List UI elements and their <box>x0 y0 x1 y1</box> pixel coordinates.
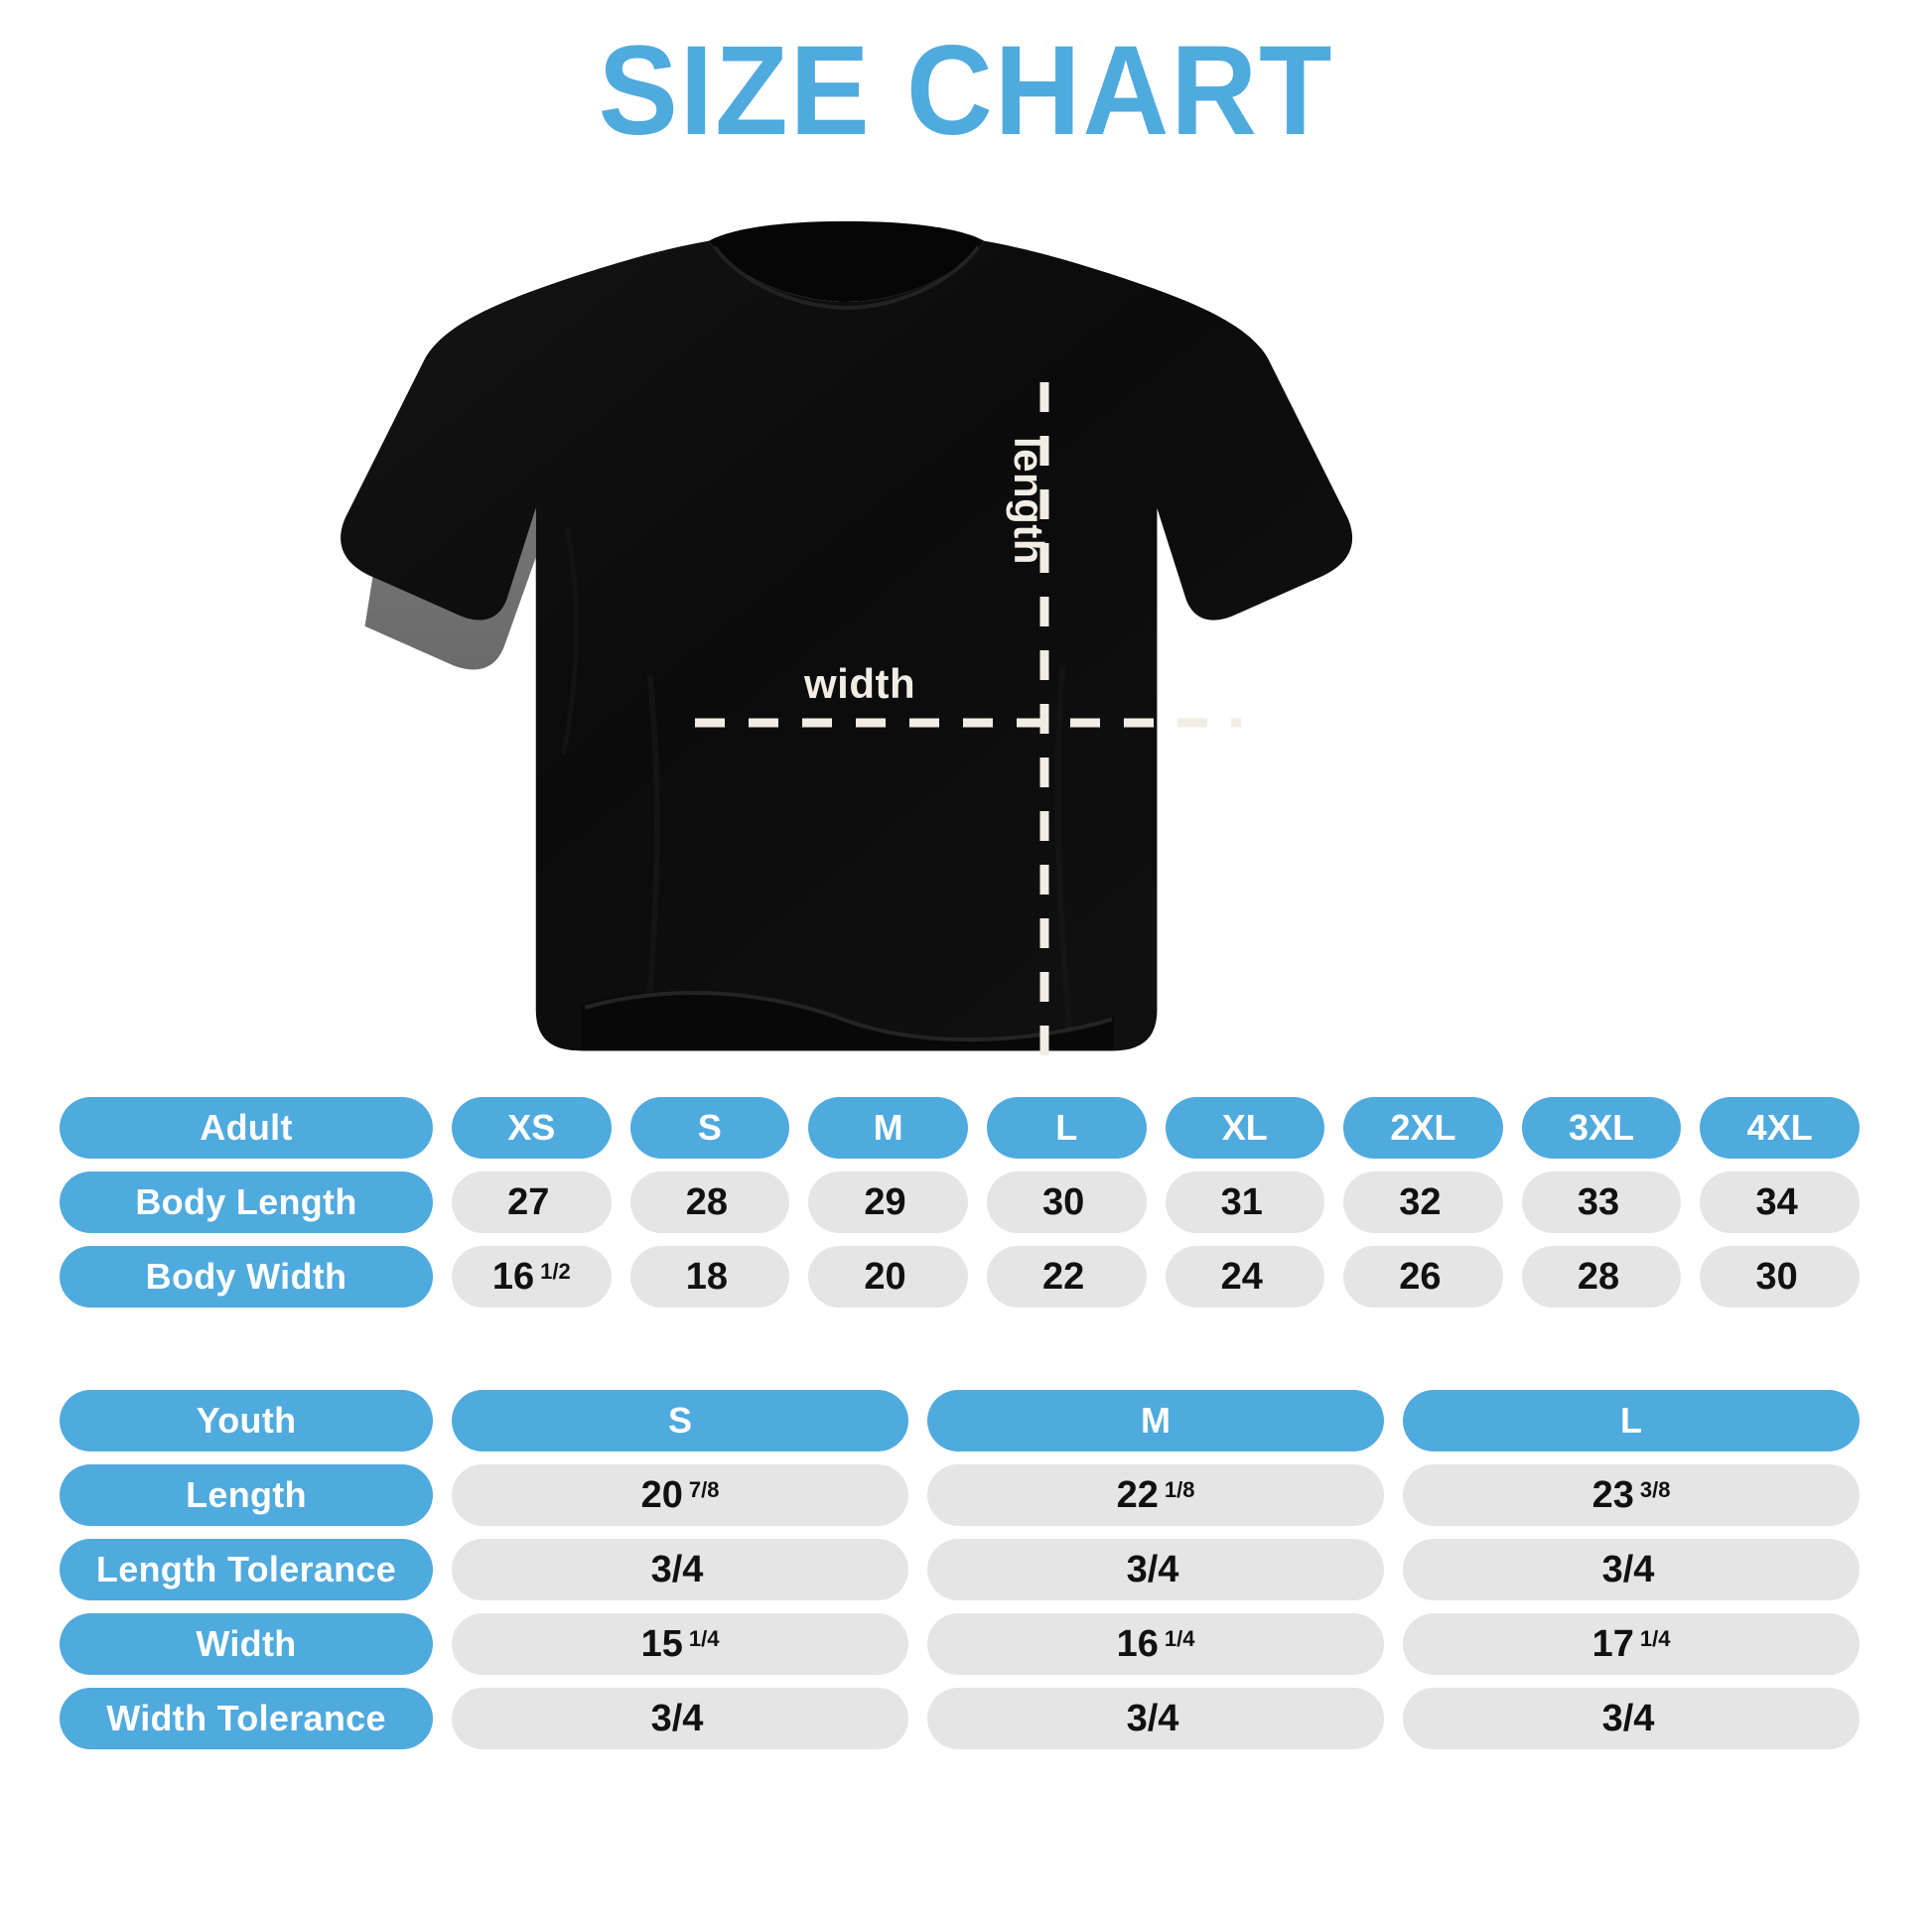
cell-value: 28 <box>1577 1255 1620 1298</box>
cell-fraction: 7/8 <box>688 1477 720 1502</box>
table-cell: 28 <box>1521 1246 1682 1308</box>
adult-row-header: Adult <box>60 1097 433 1159</box>
table-row: Length 20 7/8 22 1/8 23 3/8 <box>60 1464 1860 1526</box>
cell-fraction: 1/4 <box>688 1626 720 1651</box>
adult-body-width-label: Body Width <box>60 1246 433 1308</box>
cell-value: 3/4 <box>650 1548 704 1590</box>
youth-row-header: Youth <box>60 1390 433 1451</box>
cell-value: 20 <box>640 1473 683 1516</box>
page-title: SIZE CHART <box>598 20 1334 162</box>
cell-fraction: 1/4 <box>1639 1626 1671 1651</box>
table-cell: 32 <box>1343 1172 1503 1233</box>
cell-value: 22 <box>1042 1255 1085 1298</box>
cell-fraction: 3/8 <box>1639 1477 1671 1502</box>
table-cell: 34 <box>1700 1172 1860 1233</box>
cell-fraction: 1/2 <box>540 1259 571 1284</box>
table-cell: 22 1/8 <box>927 1464 1384 1526</box>
youth-width-tolerance-label: Width Tolerance <box>60 1688 433 1749</box>
table-cell: 17 1/4 <box>1403 1613 1860 1675</box>
cell-value: 30 <box>1042 1180 1085 1223</box>
table-cell: 31 <box>1165 1172 1325 1233</box>
tshirt-illustration: width length <box>0 174 1932 1067</box>
table-cell: 30 <box>986 1172 1147 1233</box>
cell-value: 18 <box>685 1255 729 1298</box>
cell-value: 17 <box>1591 1622 1634 1665</box>
cell-value: 26 <box>1399 1255 1442 1298</box>
cell-value: 3/4 <box>1126 1548 1179 1590</box>
table-cell: 3/4 <box>452 1539 908 1600</box>
adult-size-m: M <box>808 1097 968 1159</box>
adult-size-xl: XL <box>1165 1097 1325 1159</box>
youth-header-row: Youth S M L <box>60 1390 1860 1451</box>
youth-size-m: M <box>927 1390 1384 1451</box>
cell-value: 27 <box>507 1180 550 1223</box>
width-label: width <box>804 660 916 707</box>
table-cell: 20 7/8 <box>452 1464 908 1526</box>
adult-header-row: Adult XS S M L XL 2XL 3XL 4XL <box>60 1097 1860 1159</box>
youth-length-label: Length <box>60 1464 433 1526</box>
table-cell: 28 <box>629 1172 790 1233</box>
table-cell: 3/4 <box>452 1688 908 1749</box>
table-cell: 16 1/2 <box>452 1246 612 1308</box>
length-label: length <box>1006 437 1052 565</box>
cell-value: 24 <box>1220 1255 1263 1298</box>
table-cell: 3/4 <box>927 1539 1384 1600</box>
table-row: Body Length 27 28 29 30 31 32 33 <box>60 1172 1860 1233</box>
cell-value: 3/4 <box>1601 1548 1655 1590</box>
table-cell: 27 <box>452 1172 612 1233</box>
cell-value: 22 <box>1116 1473 1159 1516</box>
table-cell: 18 <box>629 1246 790 1308</box>
adult-body-length-label: Body Length <box>60 1172 433 1233</box>
cell-value: 33 <box>1577 1180 1620 1223</box>
youth-size-l: L <box>1403 1390 1860 1451</box>
adult-size-3xl: 3XL <box>1521 1097 1682 1159</box>
adult-size-s: S <box>629 1097 790 1159</box>
adult-size-l: L <box>986 1097 1147 1159</box>
cell-value: 15 <box>640 1622 683 1665</box>
table-cell: 3/4 <box>927 1688 1384 1749</box>
cell-value: 34 <box>1755 1180 1798 1223</box>
youth-length-tolerance-label: Length Tolerance <box>60 1539 433 1600</box>
table-row: Width 15 1/4 16 1/4 17 1/4 <box>60 1613 1860 1675</box>
adult-size-2xl: 2XL <box>1343 1097 1503 1159</box>
cell-value: 16 <box>491 1255 535 1298</box>
cell-value: 30 <box>1755 1255 1798 1298</box>
table-cell: 26 <box>1343 1246 1503 1308</box>
table-row: Length Tolerance 3/4 3/4 3/4 <box>60 1539 1860 1600</box>
table-cell: 3/4 <box>1403 1688 1860 1749</box>
youth-size-table: Youth S M L Length 20 7/8 22 1/8 23 3/8 Len… <box>60 1390 1860 1762</box>
table-cell: 33 <box>1521 1172 1682 1233</box>
adult-size-4xl: 4XL <box>1700 1097 1860 1159</box>
tshirt-svg <box>341 220 1353 1067</box>
table-cell: 15 1/4 <box>452 1613 908 1675</box>
cell-value: 29 <box>864 1180 906 1223</box>
adult-size-xs: XS <box>452 1097 612 1159</box>
table-row: Body Width 16 1/2 18 20 22 24 26 28 <box>60 1246 1860 1308</box>
youth-width-label: Width <box>60 1613 433 1675</box>
cell-value: 32 <box>1399 1180 1442 1223</box>
cell-value: 16 <box>1116 1622 1159 1665</box>
adult-size-table: Adult XS S M L XL 2XL 3XL 4XL Body Lengt… <box>60 1097 1860 1320</box>
table-cell: 20 <box>808 1246 968 1308</box>
cell-value: 28 <box>685 1180 729 1223</box>
cell-value: 3/4 <box>650 1697 704 1739</box>
table-cell: 16 1/4 <box>927 1613 1384 1675</box>
cell-value: 20 <box>864 1255 906 1298</box>
table-cell: 3/4 <box>1403 1539 1860 1600</box>
cell-value: 3/4 <box>1126 1697 1179 1739</box>
youth-size-s: S <box>452 1390 908 1451</box>
cell-value: 31 <box>1220 1180 1263 1223</box>
table-cell: 22 <box>986 1246 1147 1308</box>
table-cell: 29 <box>808 1172 968 1233</box>
table-cell: 24 <box>1165 1246 1325 1308</box>
cell-value: 3/4 <box>1601 1697 1655 1739</box>
table-row: Width Tolerance 3/4 3/4 3/4 <box>60 1688 1860 1749</box>
table-cell: 30 <box>1700 1246 1860 1308</box>
cell-fraction: 1/4 <box>1164 1626 1195 1651</box>
cell-value: 23 <box>1591 1473 1634 1516</box>
table-cell: 23 3/8 <box>1403 1464 1860 1526</box>
cell-fraction: 1/8 <box>1164 1477 1195 1502</box>
